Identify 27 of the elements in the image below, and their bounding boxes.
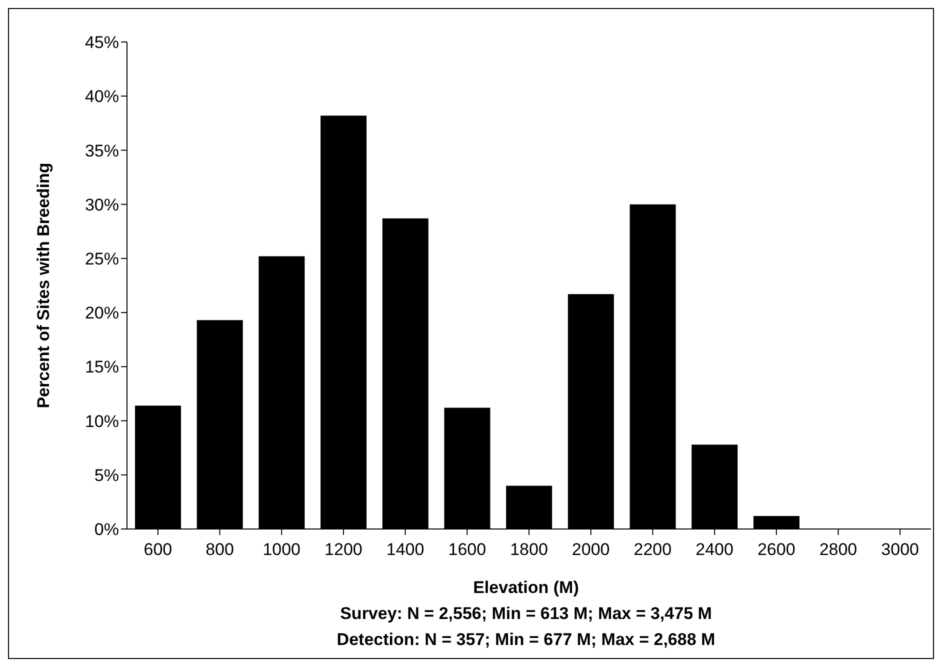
y-tick-label: 25% xyxy=(84,249,119,268)
x-tick-label: 2000 xyxy=(572,540,610,560)
y-tick-label: 35% xyxy=(84,141,119,160)
y-tick-label: 5% xyxy=(94,466,119,485)
x-tick-label: 2600 xyxy=(757,540,796,560)
x-tick-label: 2200 xyxy=(634,540,672,560)
x-tick-label: 1200 xyxy=(324,540,362,560)
y-tick-label: 10% xyxy=(84,412,119,431)
x-tick-label: 2400 xyxy=(696,540,734,560)
y-tick-label: 30% xyxy=(84,195,119,214)
x-tick-label: 2800 xyxy=(819,540,858,560)
x-tick-label: 1800 xyxy=(510,540,548,560)
y-tick-label: 20% xyxy=(84,304,119,323)
y-tick-label: 15% xyxy=(84,358,119,377)
x-axis-title: Elevation (M) xyxy=(472,577,580,599)
y-tick-label: 45% xyxy=(84,33,119,52)
x-tick-label: 600 xyxy=(144,540,172,560)
y-tick-label: 0% xyxy=(94,520,119,540)
y-tick-label: 40% xyxy=(84,87,119,106)
x-tick-label: 1600 xyxy=(448,540,486,560)
x-tick-label: 1400 xyxy=(386,540,424,560)
text: Survey: N = 2,556; Min = 613 M; Max = 3,475 M xyxy=(339,603,713,625)
x-tick-label: 3000 xyxy=(881,540,919,560)
y-axis-title: Percent of Sites with Breeding xyxy=(34,162,54,408)
x-tick-label: 1000 xyxy=(262,540,301,560)
x-tick-label: 800 xyxy=(206,540,234,560)
text: Detection: N = 357; Min = 677 M; Max = 2,688 M xyxy=(336,629,716,651)
